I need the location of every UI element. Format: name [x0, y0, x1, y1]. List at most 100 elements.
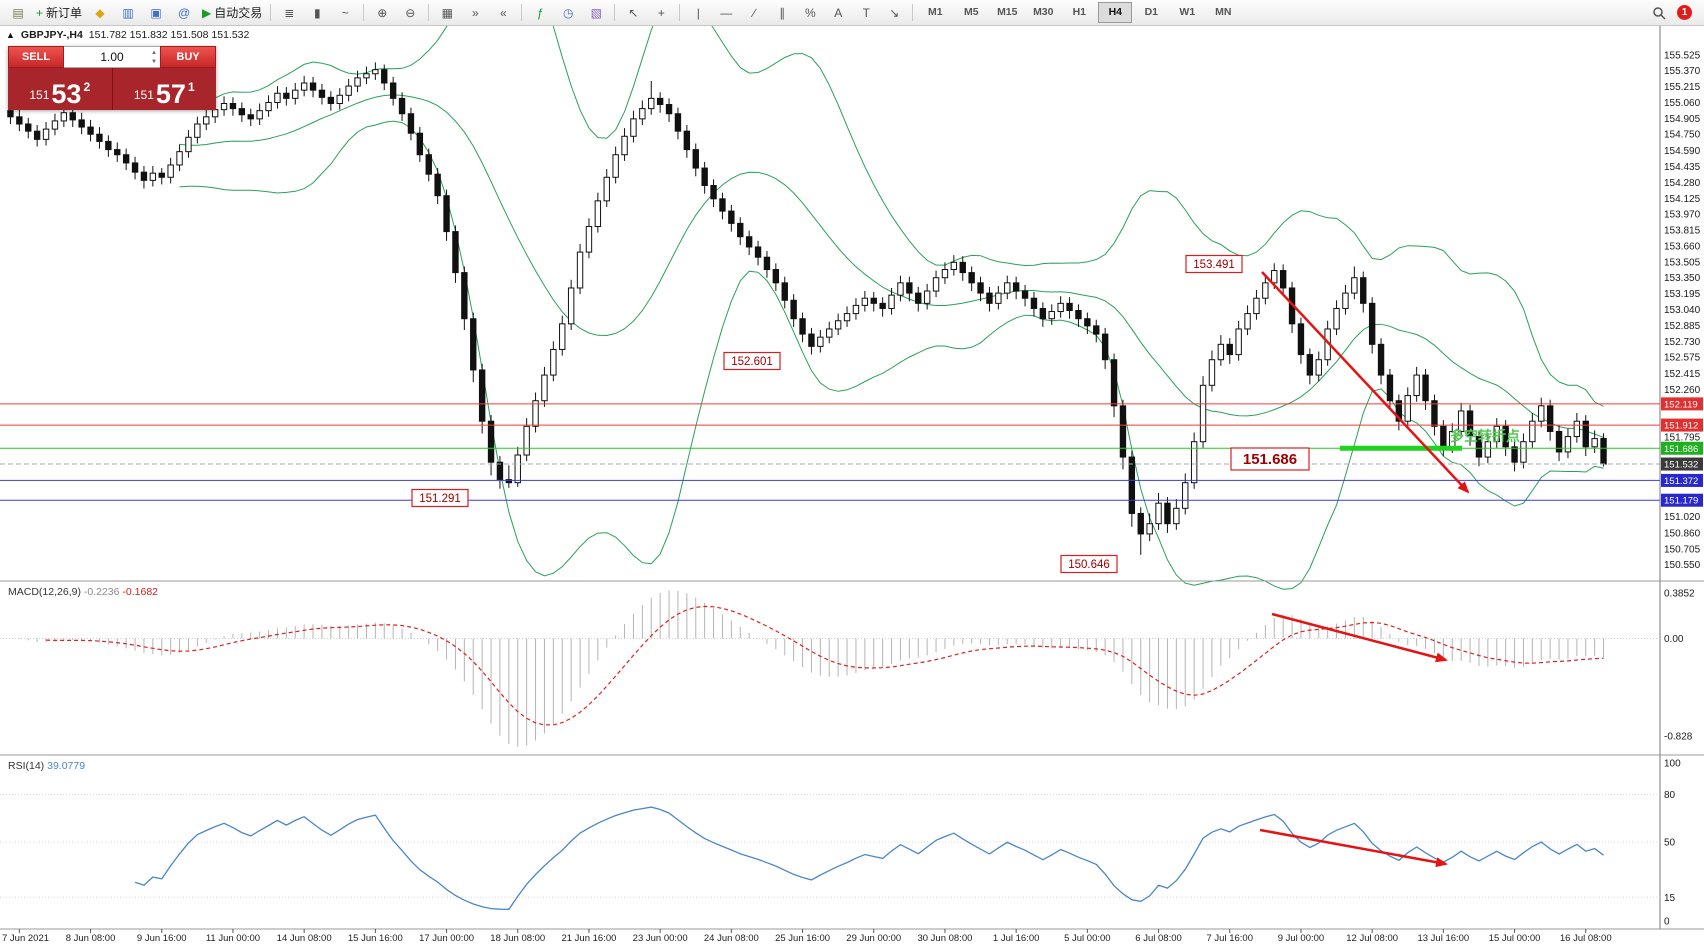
- buy-button[interactable]: BUY: [160, 46, 216, 68]
- timeframe-m15[interactable]: M15: [997, 6, 1018, 18]
- timeframe-m1[interactable]: M1: [927, 6, 943, 18]
- timeframe-m30[interactable]: M30: [1033, 6, 1054, 18]
- svg-text:15 Jun 16:00: 15 Jun 16:00: [348, 933, 403, 944]
- svg-text:152.119: 152.119: [1664, 399, 1698, 410]
- tile-windows-button[interactable]: ▦: [433, 2, 461, 24]
- svg-text:25 Jun 16:00: 25 Jun 16:00: [775, 933, 830, 944]
- search-button[interactable]: [1645, 2, 1673, 24]
- candlestick-type-button[interactable]: ▮: [303, 2, 331, 24]
- cursor-button[interactable]: ↖: [619, 2, 647, 24]
- chart-shift-button[interactable]: «: [489, 2, 517, 24]
- autotrading-button[interactable]: ▶ 自动交易: [198, 2, 266, 24]
- toolbar-separator: [521, 4, 523, 21]
- horizontal-line-icon: —: [720, 5, 733, 20]
- svg-text:30 Jun 08:00: 30 Jun 08:00: [917, 933, 972, 944]
- fibonacci-icon: %: [804, 5, 816, 20]
- volume-field[interactable]: 1.00 ▲ ▼: [64, 46, 160, 68]
- svg-text:153.505: 153.505: [1664, 257, 1701, 268]
- autotrading-button-label: 自动交易: [214, 6, 263, 20]
- svg-text:21 Jun 16:00: 21 Jun 16:00: [561, 933, 616, 944]
- toolbar-separator: [428, 4, 430, 21]
- svg-text:150.646: 150.646: [1068, 559, 1110, 571]
- templates-button[interactable]: ▧: [582, 2, 610, 24]
- line-chart-type-button[interactable]: ~: [331, 2, 359, 24]
- zoom-out-icon: ⊖: [405, 5, 416, 20]
- svg-text:153.970: 153.970: [1664, 210, 1701, 221]
- one-click-trading-panel: SELL 1.00 ▲ ▼ BUY 151 53 2 151 57 1: [8, 46, 216, 110]
- volume-down-icon[interactable]: ▼: [151, 59, 157, 65]
- svg-text:152.885: 152.885: [1664, 321, 1701, 332]
- indicators-button[interactable]: ƒ: [526, 2, 554, 24]
- svg-text:153.040: 153.040: [1664, 305, 1701, 316]
- timeframe-h1[interactable]: H1: [1072, 6, 1086, 18]
- timeframe-d1[interactable]: D1: [1144, 6, 1158, 18]
- market-watch-button[interactable]: ▥: [114, 2, 142, 24]
- level-lines[interactable]: [0, 403, 1660, 501]
- search-icon: [1653, 6, 1666, 20]
- zoom-out-button[interactable]: ⊖: [396, 2, 424, 24]
- sell-price[interactable]: 151 53 2: [8, 68, 112, 110]
- svg-text:23 Jun 00:00: 23 Jun 00:00: [633, 933, 688, 944]
- svg-text:151.179: 151.179: [1664, 496, 1698, 507]
- turning-point-annotation[interactable]: 多空转折点: [1450, 428, 1520, 444]
- vertical-line-button[interactable]: |: [684, 2, 712, 24]
- community-button[interactable]: @: [170, 2, 198, 24]
- timeframe-mn[interactable]: MN: [1215, 6, 1232, 18]
- trend-arrows[interactable]: [1259, 271, 1470, 868]
- new-order-button[interactable]: + 新订单: [32, 2, 86, 24]
- price-axis[interactable]: 155.525 155.370 155.215 155.060 154.905 154.7…: [1659, 26, 1703, 929]
- svg-text:18 Jun 08:00: 18 Jun 08:00: [490, 933, 545, 944]
- buy-price[interactable]: 151 57 1: [113, 68, 217, 110]
- toolbar-separator: [270, 4, 272, 21]
- rsi-pane: RSI(14) 39.0779 100 80 50 15 0: [0, 759, 1681, 928]
- svg-text:7 Jul 16:00: 7 Jul 16:00: [1207, 933, 1253, 944]
- svg-text:-0.828: -0.828: [1664, 732, 1693, 743]
- svg-text:29 Jun 00:00: 29 Jun 00:00: [846, 933, 901, 944]
- metaeditor-button[interactable]: ◆: [86, 2, 114, 24]
- timeframe-w1[interactable]: W1: [1179, 6, 1196, 18]
- text-button[interactable]: A: [824, 2, 852, 24]
- support-highlight-segment[interactable]: [1340, 445, 1462, 451]
- svg-text:152.260: 152.260: [1664, 385, 1701, 396]
- price-tags[interactable]: 153.491 152.601 151.686 151.291 150.646: [411, 254, 1310, 574]
- fibonacci-button[interactable]: %: [796, 2, 824, 24]
- auto-scroll-button[interactable]: »: [461, 2, 489, 24]
- svg-text:155.060: 155.060: [1664, 98, 1701, 109]
- volume-spinner[interactable]: ▲ ▼: [151, 49, 157, 67]
- notification-badge[interactable]: 1: [1677, 5, 1692, 20]
- svg-text:154.590: 154.590: [1664, 146, 1701, 157]
- svg-text:12 Jul 08:00: 12 Jul 08:00: [1346, 933, 1398, 944]
- symbol-title: GBPJPY-,H4: [20, 29, 83, 41]
- chart-tab-icon: ▲: [6, 30, 15, 40]
- periods-button[interactable]: ◷: [554, 2, 582, 24]
- svg-text:152.601: 152.601: [731, 356, 773, 368]
- volume-up-icon[interactable]: ▲: [151, 50, 157, 56]
- bar-chart-type-button[interactable]: ≣: [275, 2, 303, 24]
- sell-button[interactable]: SELL: [8, 46, 64, 68]
- svg-text:17 Jun 00:00: 17 Jun 00:00: [419, 933, 474, 944]
- channel-button[interactable]: ∥: [768, 2, 796, 24]
- data-window-button[interactable]: ▣: [142, 2, 170, 24]
- svg-text:154.280: 154.280: [1664, 178, 1701, 189]
- svg-text:RSI(14) 39.0779: RSI(14) 39.0779: [8, 760, 85, 772]
- buy-price-base: 151: [133, 88, 154, 102]
- zoom-in-button[interactable]: ⊕: [368, 2, 396, 24]
- crosshair-button[interactable]: +: [647, 2, 675, 24]
- svg-text:153.660: 153.660: [1664, 241, 1701, 252]
- timeframe-h4[interactable]: H4: [1098, 2, 1133, 23]
- new-chart-button[interactable]: ▤: [4, 2, 32, 24]
- buy-price-pip: 1: [187, 80, 195, 94]
- svg-text:80: 80: [1664, 790, 1676, 801]
- trendline-icon: ∕: [753, 5, 756, 20]
- svg-text:6 Jul 08:00: 6 Jul 08:00: [1135, 933, 1181, 944]
- label-button[interactable]: T: [852, 2, 880, 24]
- svg-text:155.215: 155.215: [1664, 82, 1701, 93]
- time-axis[interactable]: 7 Jun 2021 8 Jun 08:00 9 Jun 16:00 11 Jun 0…: [2, 929, 1612, 944]
- timeframe-m5[interactable]: M5: [963, 6, 979, 18]
- arrows-button[interactable]: ↘: [880, 2, 908, 24]
- svg-text:151.291: 151.291: [419, 493, 461, 505]
- bar-chart-type-icon: ≣: [284, 5, 295, 20]
- trendline-button[interactable]: ∕: [740, 2, 768, 24]
- horizontal-line-button[interactable]: —: [712, 2, 740, 24]
